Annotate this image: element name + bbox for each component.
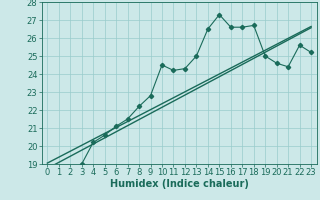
X-axis label: Humidex (Indice chaleur): Humidex (Indice chaleur) [110,179,249,189]
